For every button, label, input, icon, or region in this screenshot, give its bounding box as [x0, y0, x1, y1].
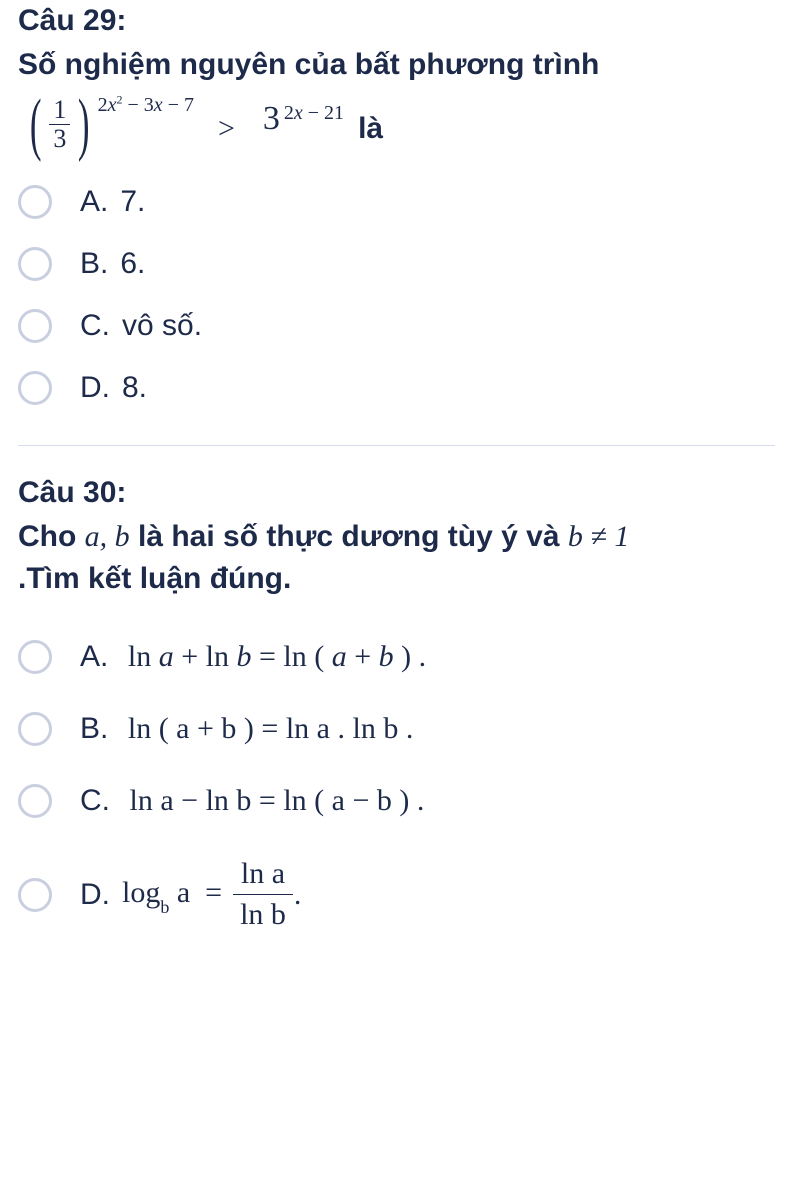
q29-la: là: [358, 112, 383, 146]
q30-c-math: ln a − ln b = ln ( a − b ) .: [130, 784, 425, 817]
left-paren: (: [30, 95, 42, 155]
q29-option-d[interactable]: D.8.: [18, 371, 775, 405]
gt-sign: >: [218, 112, 235, 146]
radio-icon: [18, 712, 52, 746]
q29-options: A.7. B.6. C.vô số. D.8.: [18, 185, 775, 405]
q30-option-d[interactable]: D. logb a = ln a ln b .: [18, 856, 775, 933]
page: Câu 29: Số nghiệm nguyên của bất phương …: [0, 0, 793, 1003]
q30-prompt-line2: .Tìm kết luận đúng.: [18, 558, 775, 600]
q29-title: Câu 29:: [18, 4, 775, 38]
b-neq-1: b ≠ 1: [568, 520, 629, 553]
radio-icon: [18, 784, 52, 818]
q29-exp-right: 2x − 21: [284, 102, 344, 124]
q29-exp-left: 2x2 − 3x − 7: [98, 94, 194, 116]
base-3: 3: [263, 100, 280, 138]
q30-option-c[interactable]: C. ln a − ln b = ln ( a − b ) .: [18, 784, 775, 818]
q29-prompt: Số nghiệm nguyên của bất phương trình: [18, 44, 775, 86]
q29-option-a[interactable]: A.7.: [18, 185, 775, 219]
q29-option-b[interactable]: B.6.: [18, 247, 775, 281]
radio-icon: [18, 309, 52, 343]
q30-a-math: ln a + ln b = ln ( a + b ) .: [128, 640, 426, 673]
radio-icon: [18, 640, 52, 674]
q30-b-math: ln ( a + b ) = ln a . ln b .: [128, 712, 413, 745]
question-29: Câu 29: Số nghiệm nguyên của bất phương …: [18, 4, 775, 405]
radio-icon: [18, 185, 52, 219]
q30-option-a[interactable]: A. ln a + ln b = ln ( a + b ) .: [18, 640, 775, 674]
right-paren: ): [78, 95, 90, 155]
q29-option-c[interactable]: C.vô số.: [18, 309, 775, 343]
q29-math: ( 1 3 ) 2x2 − 3x − 7 > 3 2x − 21: [24, 94, 775, 155]
q30-prompt: Cho a, b là hai số thực dương tùy ý và b…: [18, 516, 775, 558]
q30-title: Câu 30:: [18, 476, 775, 510]
q30-d-math: logb a = ln a ln b .: [122, 856, 301, 933]
question-30: Câu 30: Cho a, b là hai số thực dương tù…: [18, 476, 775, 933]
radio-icon: [18, 371, 52, 405]
q30-option-b[interactable]: B. ln ( a + b ) = ln a . ln b .: [18, 712, 775, 746]
q30-options: A. ln a + ln b = ln ( a + b ) . B. ln ( …: [18, 640, 775, 933]
divider: [18, 445, 775, 446]
fraction-one-third: 1 3: [47, 94, 72, 155]
radio-icon: [18, 247, 52, 281]
radio-icon: [18, 878, 52, 912]
